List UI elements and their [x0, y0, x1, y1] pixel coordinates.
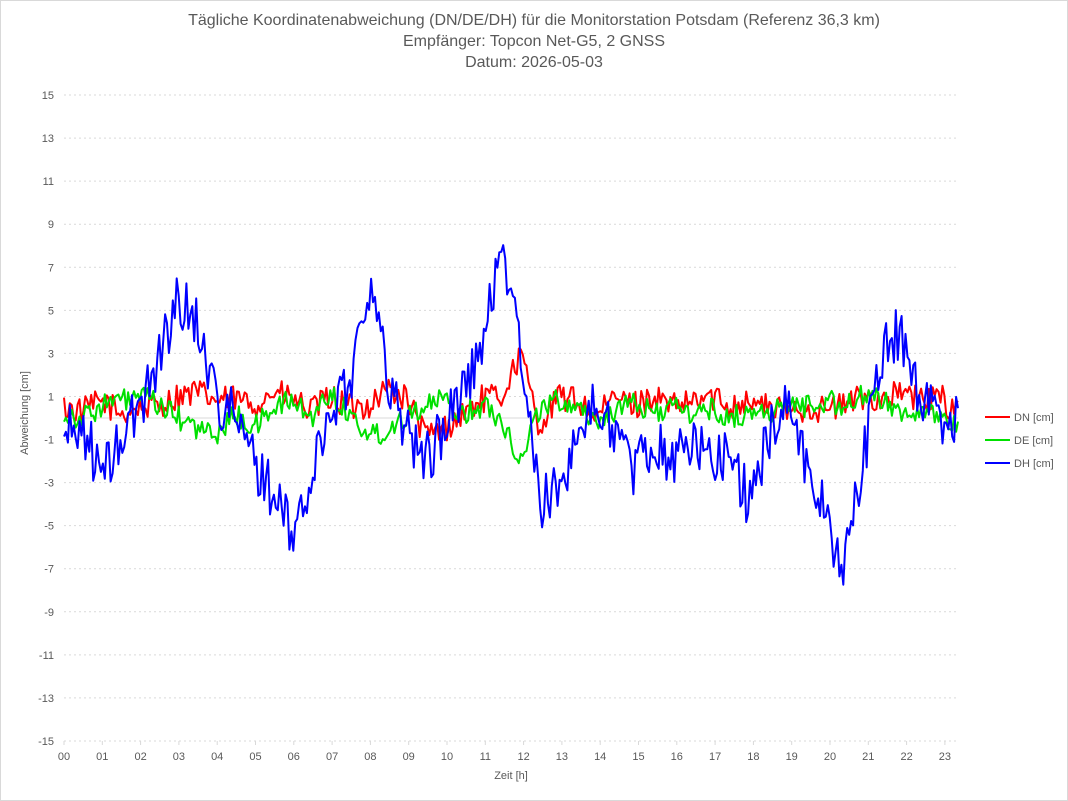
legend-entry: DH [cm] [1014, 458, 1054, 470]
x-tick-label: 13 [556, 751, 568, 763]
x-tick-label: 05 [249, 751, 261, 763]
x-tick-label: 08 [364, 751, 376, 763]
y-axis-ticks: 15 13 11 9 7 5 3 1 -1 -3 -5 -7 -9 -11 -13 -15 [38, 90, 54, 748]
x-tick-label: 00 [58, 751, 70, 763]
series-line-de [63, 384, 959, 465]
y-tick-label: 3 [48, 348, 54, 360]
series-line-dh [63, 244, 959, 586]
x-tick-label: 02 [134, 751, 146, 763]
x-tick-label: 23 [939, 751, 951, 763]
chart-subtitle-date: Datum: 2026-05-03 [465, 54, 603, 71]
y-tick-label: -11 [39, 650, 54, 662]
y-tick-label: 15 [42, 90, 54, 102]
x-axis-ticks: 00 01 02 03 04 05 06 07 08 09 10 11 12 13 14 15 16 17 18 19… [58, 741, 951, 763]
x-tick-label: 06 [288, 751, 300, 763]
gridlines [64, 94, 958, 742]
x-tick-label: 07 [326, 751, 338, 763]
y-tick-label: 9 [48, 219, 54, 231]
x-tick-label: 14 [594, 751, 606, 763]
y-axis-label: Abweichung [cm] [19, 371, 31, 455]
chart-subtitle-receiver: Empfänger: Topcon Net-G5, 2 GNSS [402, 33, 666, 50]
chart-title: Tägliche Koordinatenabweichung (DN/DE/DH… [188, 12, 880, 29]
y-tick-label: 11 [43, 176, 54, 188]
x-tick-label: 16 [671, 751, 683, 763]
legend-entry: DN [cm] [1014, 412, 1054, 424]
y-tick-label: -1 [44, 435, 54, 447]
legend: DN [cm] DE [cm] DH [cm] [985, 412, 1054, 470]
x-tick-label: 18 [747, 751, 759, 763]
series-line-dn [63, 347, 959, 442]
legend-entry: DE [cm] [1014, 435, 1053, 447]
chart-title-block: Tägliche Koordinatenabweichung (DN/DE/DH… [0, 10, 1068, 73]
x-tick-label: 10 [441, 751, 453, 763]
y-tick-label: 7 [48, 262, 54, 274]
x-tick-label: 20 [824, 751, 836, 763]
x-tick-label: 17 [709, 751, 721, 763]
y-tick-label: -13 [38, 693, 54, 705]
y-tick-label: -9 [44, 607, 54, 619]
y-tick-label: -3 [44, 478, 54, 490]
x-tick-label: 01 [96, 751, 108, 763]
y-tick-label: -15 [38, 736, 54, 748]
x-axis-label: Zeit [h] [494, 770, 528, 782]
y-tick-label: 5 [48, 305, 54, 317]
x-tick-label: 03 [173, 751, 185, 763]
y-tick-label: -5 [44, 521, 54, 533]
x-tick-label: 12 [517, 751, 529, 763]
y-tick-label: 1 [48, 391, 54, 403]
x-tick-label: 22 [900, 751, 912, 763]
x-tick-label: 09 [403, 751, 415, 763]
x-tick-label: 21 [862, 751, 874, 763]
x-tick-label: 04 [211, 751, 223, 763]
y-tick-label: 13 [42, 133, 54, 145]
x-tick-label: 19 [786, 751, 798, 763]
x-tick-label: 11 [480, 751, 491, 763]
series-lines [63, 244, 959, 586]
y-tick-label: -7 [44, 564, 54, 576]
x-tick-label: 15 [632, 751, 644, 763]
